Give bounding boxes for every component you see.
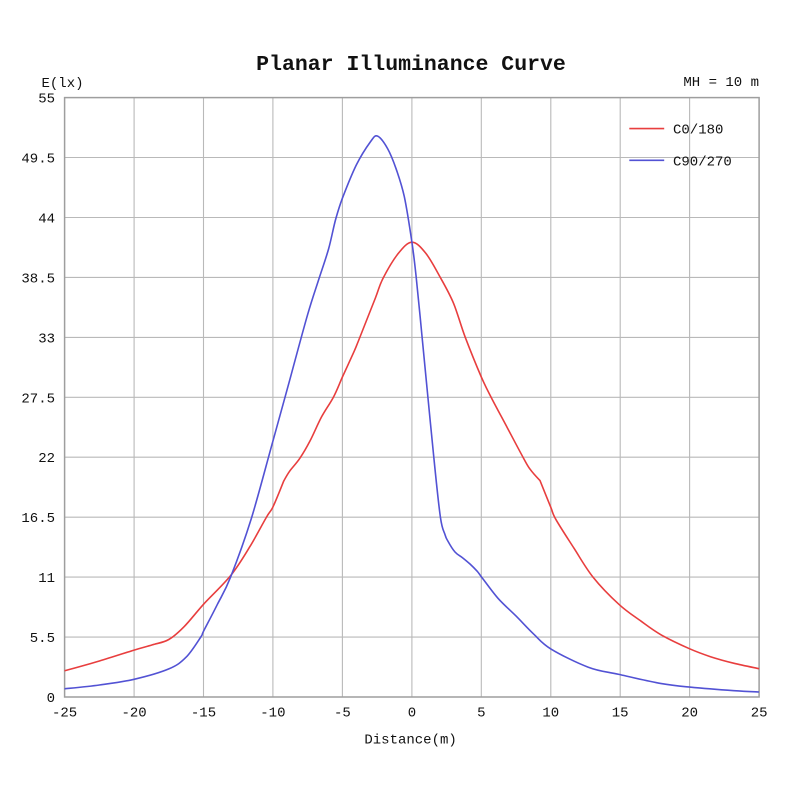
svg-text:Planar Illuminance Curve: Planar Illuminance Curve (256, 53, 566, 77)
svg-text:25: 25 (751, 706, 768, 722)
svg-text:Distance(m): Distance(m) (364, 733, 456, 749)
svg-text:-20: -20 (121, 706, 146, 722)
svg-text:38.5: 38.5 (21, 271, 55, 287)
svg-text:44: 44 (38, 212, 55, 228)
svg-text:10: 10 (542, 706, 559, 722)
svg-text:49.5: 49.5 (21, 152, 55, 168)
svg-text:0: 0 (408, 706, 416, 722)
svg-text:-25: -25 (52, 706, 77, 722)
svg-text:-5: -5 (334, 706, 351, 722)
svg-text:22: 22 (38, 451, 55, 467)
svg-text:11: 11 (38, 571, 55, 587)
svg-text:0: 0 (47, 691, 55, 707)
svg-text:16.5: 16.5 (21, 511, 55, 527)
svg-text:55: 55 (38, 92, 55, 108)
svg-text:20: 20 (681, 706, 698, 722)
svg-text:-10: -10 (260, 706, 285, 722)
svg-text:33: 33 (38, 331, 55, 347)
svg-text:E(lx): E(lx) (42, 76, 84, 92)
svg-text:C0/180: C0/180 (673, 123, 723, 139)
svg-text:C90/270: C90/270 (673, 154, 732, 170)
svg-text:5: 5 (477, 706, 485, 722)
svg-text:15: 15 (612, 706, 629, 722)
svg-text:5.5: 5.5 (30, 631, 55, 647)
svg-text:-15: -15 (191, 706, 216, 722)
svg-text:27.5: 27.5 (21, 391, 55, 407)
svg-text:MH = 10 m: MH = 10 m (683, 75, 759, 91)
